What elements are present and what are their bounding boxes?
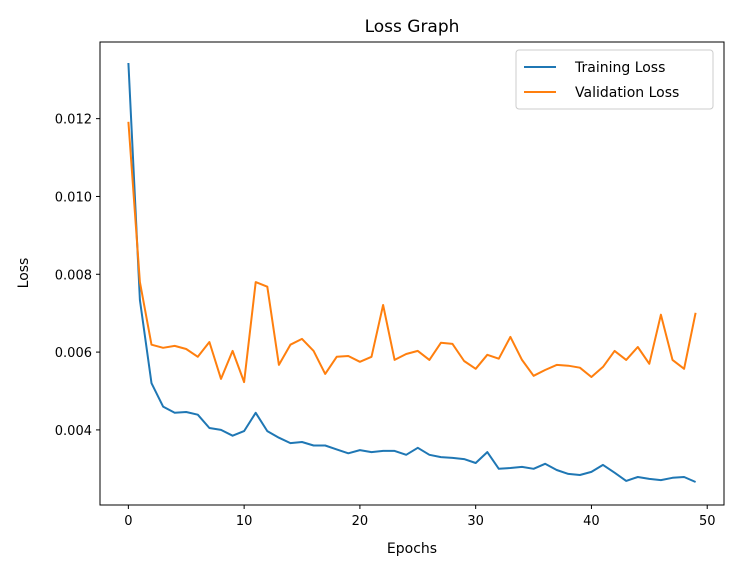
legend-label: Validation Loss (575, 85, 679, 101)
x-axis-label: Epochs (387, 541, 437, 557)
plot-area (127, 62, 697, 483)
series-line-1 (127, 121, 697, 384)
x-tick-label: 0 (124, 514, 132, 529)
axes-frame (99, 41, 725, 506)
y-tick-label: 0.004 (55, 424, 92, 439)
y-tick-label: 0.012 (55, 113, 92, 128)
x-axis: 0 10 20 30 40 50 (124, 505, 715, 529)
legend: Training Loss Validation Loss (515, 49, 714, 110)
x-tick-label: 10 (236, 514, 253, 529)
legend-label: Training Loss (574, 60, 665, 76)
legend-box (515, 49, 714, 110)
y-axis: 0.004 0.006 0.008 0.010 0.012 (55, 113, 100, 439)
y-axis-label: Loss (16, 258, 32, 289)
x-tick-label: 30 (467, 514, 484, 529)
series-line-0 (127, 62, 696, 483)
chart-title: Loss Graph (365, 17, 460, 37)
x-tick-label: 50 (699, 514, 716, 529)
y-tick-label: 0.006 (55, 346, 92, 361)
x-tick-label: 40 (583, 514, 600, 529)
y-tick-label: 0.008 (55, 268, 92, 283)
x-tick-label: 20 (352, 514, 369, 529)
y-tick-label: 0.010 (55, 190, 92, 205)
